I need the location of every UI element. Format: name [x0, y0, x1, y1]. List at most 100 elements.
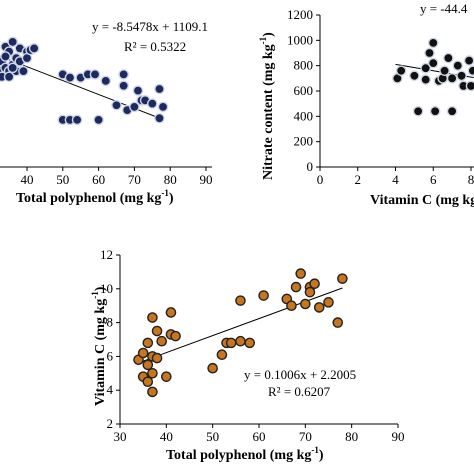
y-tick-label: 12: [100, 247, 113, 262]
data-point: [147, 367, 158, 379]
x-tick-label: 70: [299, 429, 312, 444]
data-point: [446, 105, 458, 117]
chart3-points: [133, 268, 348, 398]
x-tick-label: 8: [468, 172, 474, 187]
data-point: [332, 317, 344, 328]
data-point: [89, 69, 101, 80]
chart1-r2: R² = 0.5322: [124, 39, 186, 54]
data-point: [207, 362, 218, 374]
x-tick-label: 90: [392, 429, 405, 444]
data-point: [235, 335, 246, 347]
data-point: [118, 69, 129, 80]
chart3-y-label: Vitamin C (mg kg-1): [90, 286, 108, 406]
chart1-points: [0, 36, 169, 126]
x-tick-label: 4: [392, 172, 399, 187]
data-point: [216, 349, 228, 361]
data-point: [111, 99, 122, 111]
data-point: [323, 297, 334, 308]
data-point: [154, 83, 165, 95]
x-tick-label: 60: [92, 172, 105, 187]
data-point: [420, 74, 432, 85]
chart-nitrate-vs-polyphenol: 40 50 60 70 80 90 y = -8.5478x + 1109.1 R² = …: [0, 19, 213, 206]
data-point: [161, 371, 172, 382]
data-point: [443, 52, 454, 64]
data-point: [132, 85, 144, 96]
x-tick-label: 40: [21, 172, 34, 187]
chart2-x-label: Vitamin C (mg kg-1): [370, 190, 474, 208]
data-point: [170, 330, 181, 342]
y-tick-label: 1000: [287, 32, 313, 47]
chart-nitrate-vs-vitaminc: 0 2 4 6 8 0 200 400 600 800 1000 1200 y = -44.4 Nit…: [258, 0, 474, 208]
data-point: [28, 43, 40, 54]
data-point: [412, 105, 424, 117]
data-point: [463, 55, 474, 66]
x-tick-label: 70: [128, 172, 141, 187]
data-point: [456, 70, 467, 82]
data-point: [309, 278, 320, 290]
x-tick-label: 90: [200, 172, 213, 187]
data-point: [427, 37, 439, 49]
data-point: [137, 347, 149, 359]
data-point: [439, 65, 450, 77]
y-tick-label: 400: [294, 108, 314, 123]
data-point: [64, 72, 76, 83]
data-point: [146, 98, 158, 109]
x-tick-label: 80: [164, 172, 177, 187]
data-point: [7, 62, 18, 74]
data-point: [93, 114, 104, 126]
y-tick-label: 8: [107, 315, 114, 330]
x-tick-label: 60: [253, 429, 266, 444]
chart2-equation: y = -44.4: [420, 1, 468, 16]
y-tick-label: 6: [107, 348, 114, 363]
data-point: [156, 335, 167, 347]
data-point: [446, 73, 458, 84]
data-point: [151, 325, 163, 337]
data-point: [3, 71, 15, 83]
data-point: [467, 65, 474, 77]
y-tick-label: 800: [294, 58, 314, 73]
data-point: [147, 386, 158, 398]
x-tick-label: 80: [345, 429, 358, 444]
data-point: [151, 352, 163, 364]
data-point: [100, 75, 112, 87]
data-point: [142, 337, 154, 349]
data-point: [313, 302, 325, 313]
data-point: [295, 268, 307, 279]
chart3-r2: R² = 0.6207: [268, 384, 331, 399]
chart1-x-label: Total polyphenol (mg kg-1): [16, 188, 174, 206]
data-point: [420, 62, 432, 74]
data-point: [154, 112, 165, 124]
chart2-equation-bg: [410, 0, 474, 16]
chart2-ticks: 0 2 4 6 8 0 200 400 600 800 1000 1200: [287, 7, 474, 187]
y-tick-label: 10: [100, 281, 113, 296]
data-point: [290, 281, 302, 293]
data-point: [157, 101, 169, 113]
y-tick-label: 600: [294, 83, 314, 98]
x-tick-label: 40: [160, 429, 173, 444]
data-point: [300, 298, 311, 310]
x-tick-label: 2: [355, 172, 362, 187]
data-point: [452, 60, 464, 71]
chart1-equation: y = -8.5478x + 1109.1: [92, 19, 208, 34]
y-tick-label: 1200: [287, 7, 313, 22]
chart3-ticks: 30 40 50 60 70 80 90 2 4 6 8 10 12: [100, 247, 405, 444]
y-tick-label: 4: [107, 382, 114, 397]
data-point: [244, 337, 256, 349]
data-point: [0, 51, 11, 62]
chart3-equation: y = 0.1006x + 2.2005: [244, 367, 356, 382]
data-point: [18, 65, 29, 77]
y-tick-label: 200: [294, 134, 314, 149]
data-point: [409, 70, 420, 82]
data-point: [165, 307, 177, 318]
chart2-points: [392, 37, 474, 117]
data-point: [395, 65, 407, 77]
x-tick-label: 6: [430, 172, 437, 187]
data-point: [225, 337, 237, 349]
data-point: [337, 273, 348, 284]
data-point: [118, 80, 129, 92]
x-tick-label: 30: [114, 429, 127, 444]
data-point: [424, 47, 435, 59]
x-tick-label: 50: [206, 429, 219, 444]
chart1-x-ticks: 40 50 60 70 80 90: [21, 167, 213, 187]
